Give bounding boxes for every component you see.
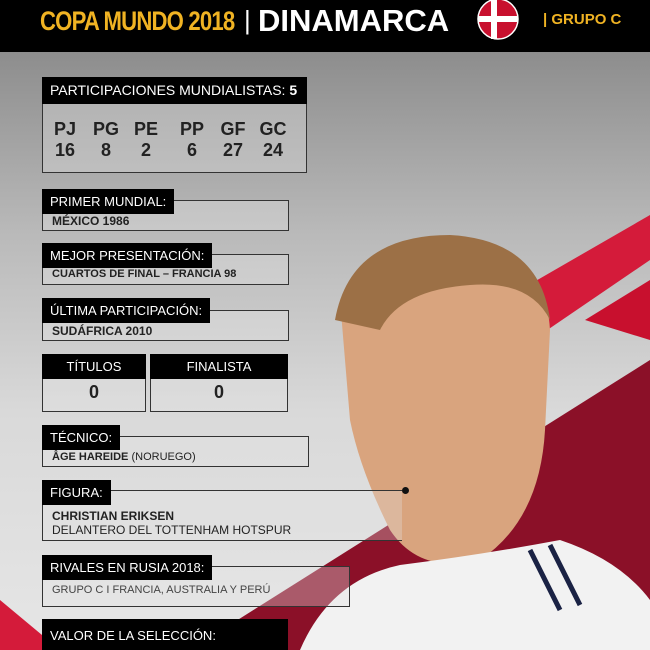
tecnico-label: TÉCNICO: xyxy=(42,425,121,450)
stat-key-pe: PE xyxy=(133,119,158,139)
titulos-value: 0 xyxy=(88,382,99,402)
stat-value-pp: 6 xyxy=(186,140,197,160)
valor-label: VALOR DE LA SELECCIÓN: xyxy=(42,619,288,650)
stat-value-gc: 24 xyxy=(262,140,284,160)
titulos-box xyxy=(42,376,146,412)
figura-label: FIGURA: xyxy=(42,480,111,505)
rivales-label: RIVALES EN RUSIA 2018: xyxy=(42,555,213,580)
stat-key-gc: GC xyxy=(259,119,287,139)
finalista-value: 0 xyxy=(213,382,224,402)
stat-key-gf: GF xyxy=(220,119,246,139)
denmark-flag-icon xyxy=(477,0,519,40)
ultima-participacion-label: ÚLTIMA PARTICIPACIÓN: xyxy=(42,298,211,323)
stat-key-pp: PP xyxy=(179,119,204,139)
header-bar: COPA MUNDO 2018 | DINAMARCA | GRUPO C xyxy=(0,0,650,52)
finalista-label: FINALISTA xyxy=(150,354,288,379)
mejor-presentacion-value: CUARTOS DE FINAL – FRANCIA 98 xyxy=(52,268,237,280)
rivales-value: GRUPO C I FRANCIA, AUSTRALIA Y PERÚ xyxy=(52,584,271,596)
stat-value-gf: 27 xyxy=(222,140,244,160)
titulos-label: TÍTULOS xyxy=(42,354,146,379)
figura-name: CHRISTIAN ERIKSEN xyxy=(52,509,175,523)
title-separator: | xyxy=(244,5,251,35)
stat-value-pj: 16 xyxy=(54,140,76,160)
figura-description: DELANTERO DEL TOTTENHAM HOTSPUR xyxy=(52,523,292,537)
tecnico-nationality: (NORUEGO) xyxy=(128,451,196,463)
player-photo xyxy=(300,235,650,650)
country-name: DINAMARCA xyxy=(258,3,450,38)
red-triangle-top xyxy=(585,280,650,340)
stat-value-pg: 8 xyxy=(100,140,111,160)
primer-mundial-label: PRIMER MUNDIAL: xyxy=(42,189,175,214)
participaciones-label: PARTICIPACIONES MUNDIALISTAS: xyxy=(50,82,286,98)
stat-value-pe: 2 xyxy=(140,140,151,160)
participaciones-header: PARTICIPACIONES MUNDIALISTAS: 5 xyxy=(42,77,307,104)
red-stripe xyxy=(520,215,650,335)
stat-key-pj: PJ xyxy=(53,119,77,139)
stats-box xyxy=(42,103,307,173)
ultima-participacion-value: SUDÁFRICA 2010 xyxy=(52,324,153,338)
group-label: | GRUPO C xyxy=(543,11,622,28)
tecnico-name: ÅGE HAREIDE xyxy=(52,451,129,463)
primer-mundial-value: MÉXICO 1986 xyxy=(52,214,130,228)
stat-key-pg: PG xyxy=(92,119,119,139)
tournament-title: COPA MUNDO 2018 xyxy=(40,6,235,36)
pointer-dot xyxy=(402,487,409,494)
participaciones-count: 5 xyxy=(289,82,298,98)
mejor-presentacion-label: MEJOR PRESENTACIÓN: xyxy=(42,243,213,268)
